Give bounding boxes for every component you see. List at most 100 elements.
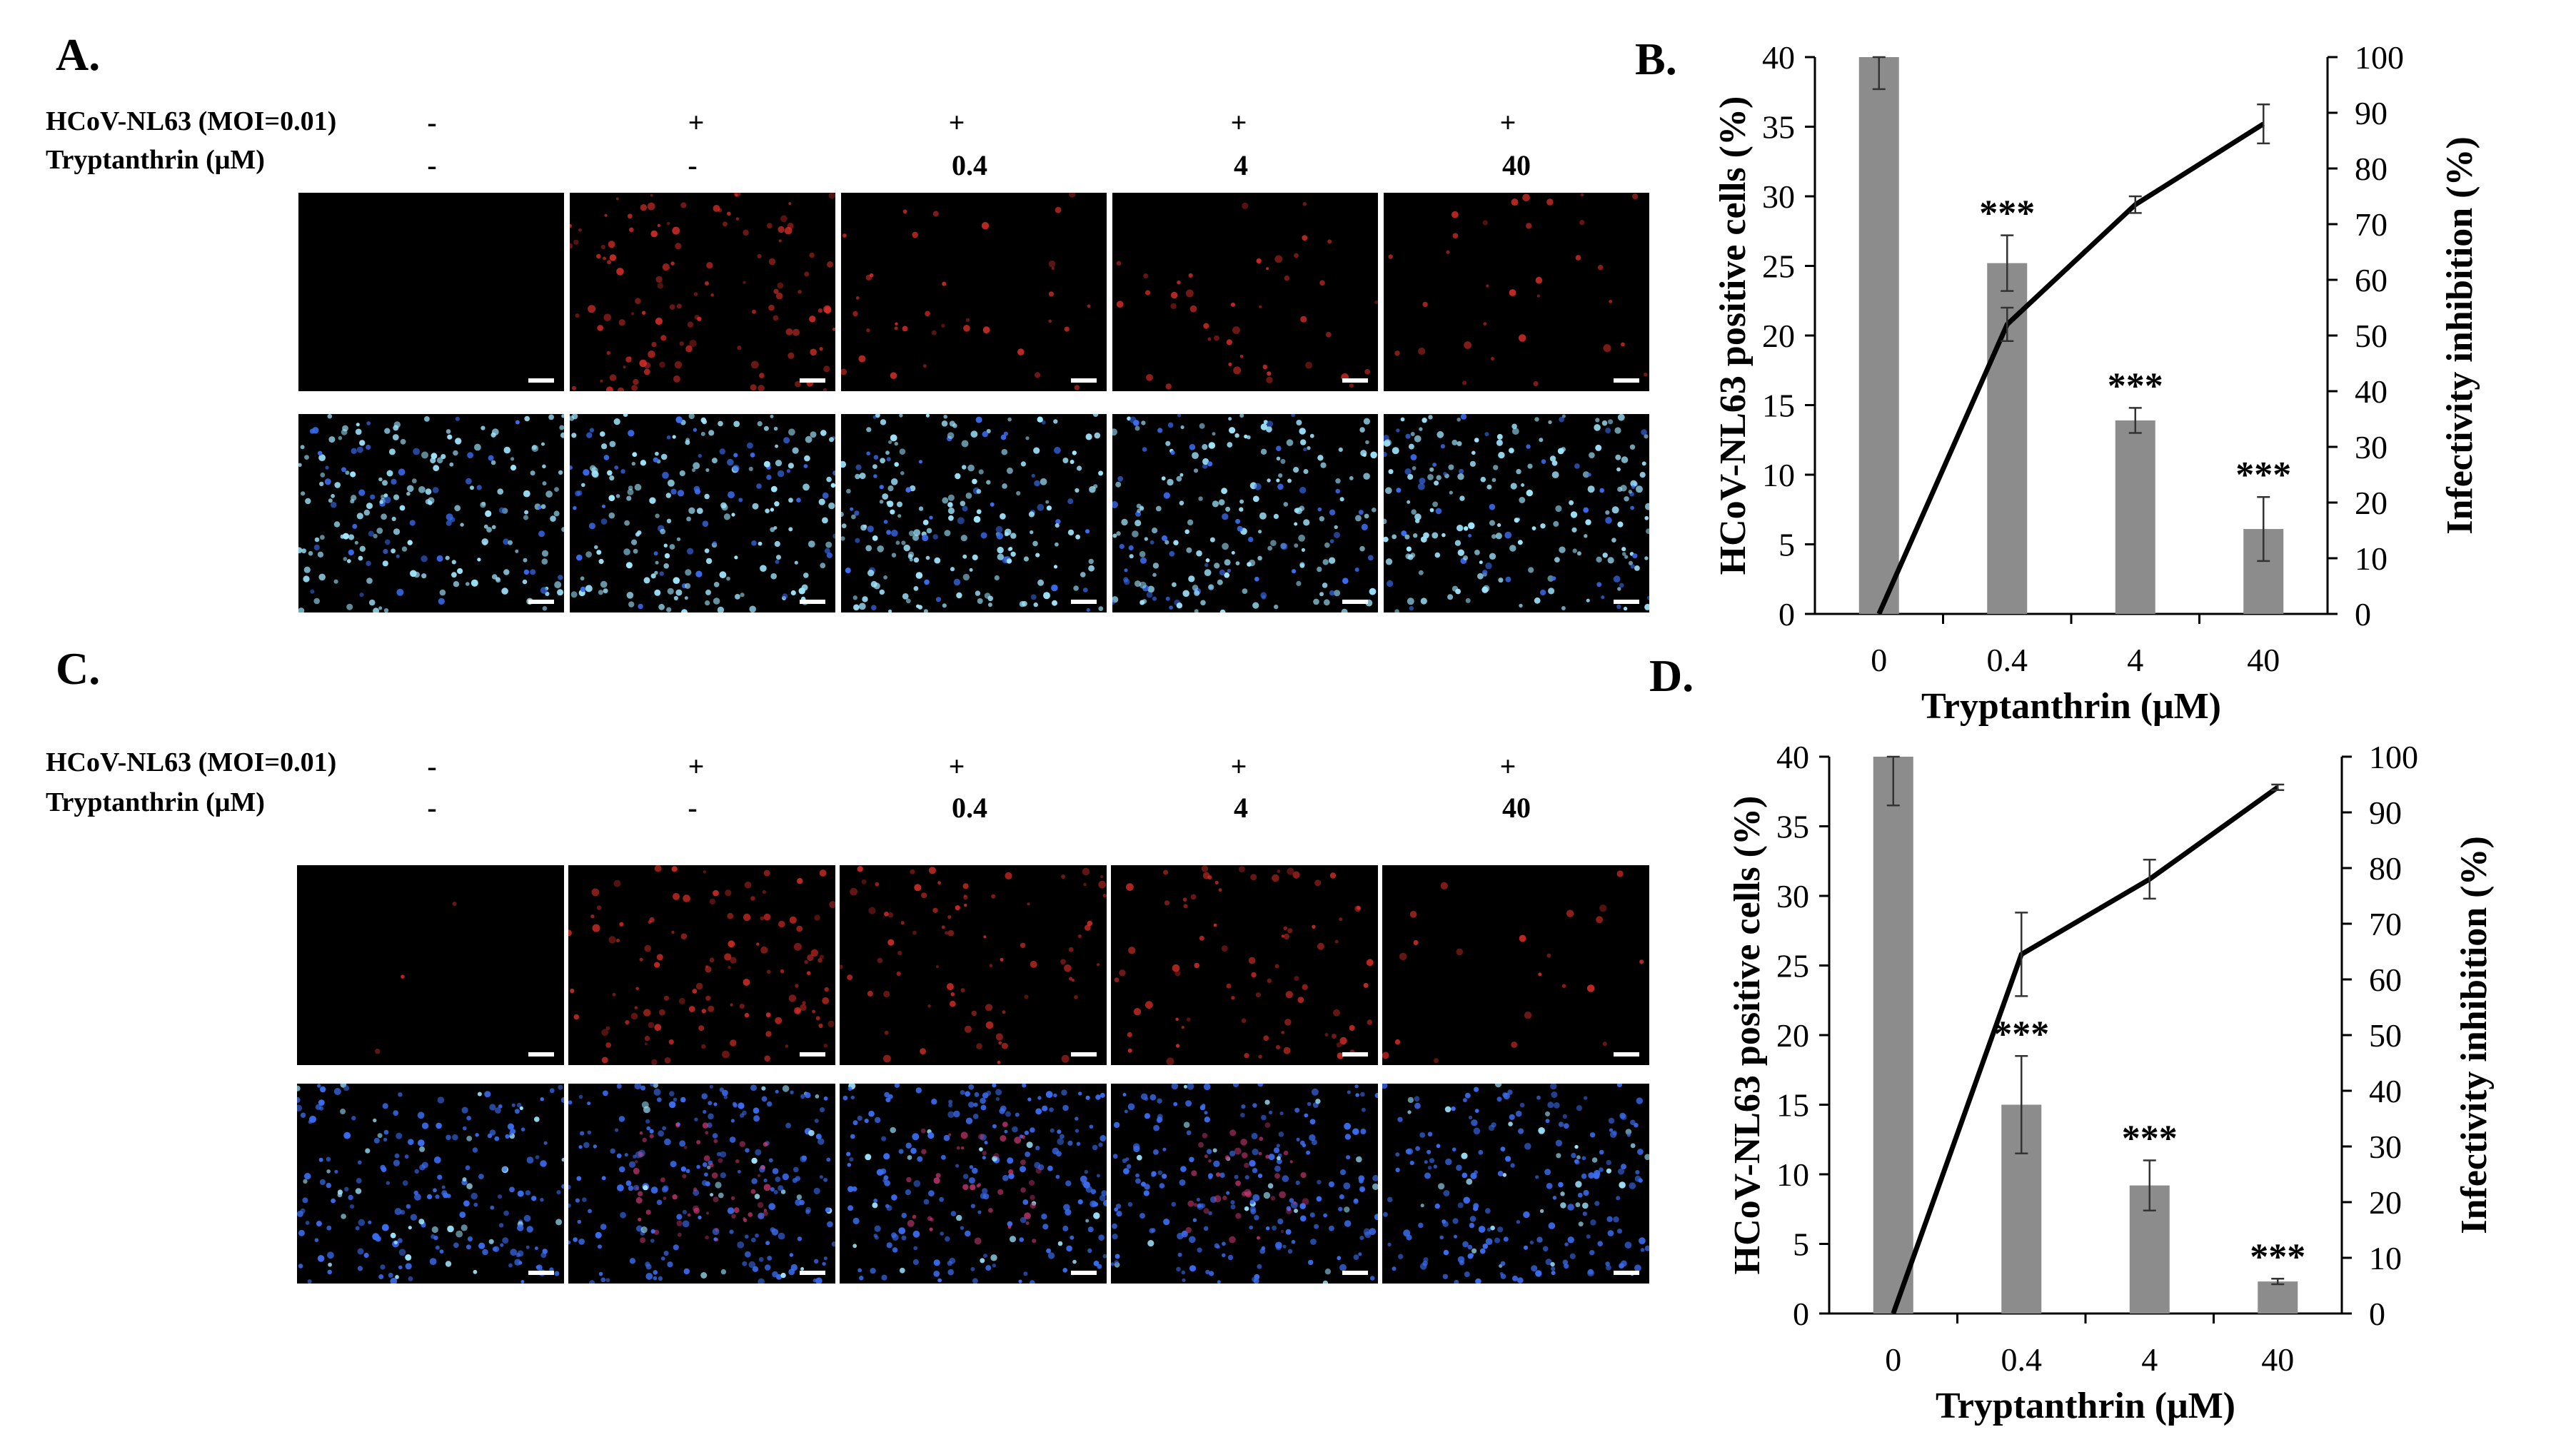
y-tick-label-right: 70 [2355,206,2388,243]
y-tick-label-right: 30 [2355,429,2388,465]
panel-label-b: B. [1635,34,1677,84]
y-tick-label-right: 10 [2355,540,2388,577]
scale-bar [1342,600,1368,604]
dose-marker-c-4: 4 [1234,792,1248,824]
significance-label: *** [2108,365,2163,406]
y-tick-label-left: 0 [1793,1296,1809,1332]
scale-bar [528,600,554,604]
dose-marker-a-1: - [427,149,437,181]
virus-row-label-c: HCoV-NL63 (MOI=0.01) [46,747,337,777]
scale-bar [800,1271,825,1275]
scale-bar [1342,1052,1368,1057]
micrograph-a-red-2 [570,193,835,391]
significance-label: *** [1979,193,2035,234]
micrograph-c-blue-3 [840,1084,1107,1284]
dose-marker-c-3: 0.4 [952,792,987,824]
scale-bar [1342,378,1368,383]
y-tick-label-right: 90 [2369,795,2402,831]
scale-bar [1071,600,1097,604]
significance-label: *** [1993,1014,2049,1054]
micrograph-c-blue-1 [297,1084,564,1284]
y-tick-label-left: 15 [1776,1087,1809,1124]
y-axis-title-right: Infectivity inhibition (%) [2440,136,2480,535]
micrograph-a-red-1 [298,193,564,391]
x-tick-label: 40 [2261,1341,2294,1378]
scale-bar [528,378,554,383]
micrograph-a-blue-1 [298,414,564,612]
x-axis-title: Tryptanthrin (μM) [1936,1386,2235,1426]
y-tick-label-left: 40 [1762,39,1795,76]
y-axis-title-left: HCoV-NL63 positive cells (%) [1727,796,1768,1275]
y-tick-label-left: 30 [1776,878,1809,914]
chart-d: 0 5 10 15 20 25 30 35 40 0 10 20 30 40 50 60 70 80 90 100 0 0… [1727,739,2495,1426]
dose-marker-c-2: - [688,792,698,824]
y-tick-label-right: 80 [2369,850,2402,887]
panel-label-a: A. [56,29,101,80]
y-tick-label-right: 0 [2369,1296,2385,1332]
micrograph-a-blue-3 [841,414,1107,612]
scale-bar [800,600,825,604]
micrograph-a-red-4 [1112,193,1378,391]
y-tick-label-left: 20 [1762,318,1795,354]
y-tick-label-right: 40 [2369,1073,2402,1109]
y-tick-label-left: 10 [1762,457,1795,493]
y-tick-label-left: 5 [1793,1226,1809,1263]
y-axis-title-left: HCoV-NL63 positive cells (%) [1713,96,1754,575]
y-tick-label-left: 30 [1762,178,1795,215]
y-tick-label-right: 0 [2355,596,2371,632]
scale-bar [528,1052,554,1057]
scale-bar [1071,1052,1097,1057]
x-tick-label: 4 [2141,1341,2158,1378]
virus-marker-a-2: + [688,106,705,138]
significance-label: *** [2250,1236,2305,1277]
scale-bar [1614,1271,1639,1275]
y-tick-label-left: 20 [1776,1017,1809,1054]
y-tick-label-right: 100 [2355,39,2404,76]
inhibition-line [1876,121,2265,615]
significance-label: *** [2235,455,2291,495]
virus-marker-c-2: + [688,750,705,782]
dose-marker-a-2: - [688,149,698,181]
virus-marker-a-3: + [948,106,965,138]
scale-bar [528,1271,554,1275]
x-tick-label: 0 [1885,1341,1901,1378]
y-tick-label-right: 20 [2369,1184,2402,1221]
y-tick-label-right: 50 [2355,318,2388,354]
y-tick-label-left: 25 [1776,948,1809,984]
y-tick-label-right: 90 [2355,95,2388,131]
micrograph-c-blue-4 [1111,1084,1378,1284]
scale-bar [1614,1052,1639,1057]
dose-marker-c-1: - [427,792,437,824]
virus-marker-c-1: - [427,750,437,782]
y-axis-title-right: Infectivity inhibition (%) [2454,836,2495,1234]
scale-bar [800,1052,825,1057]
micrograph-a-blue-4 [1112,414,1378,612]
x-tick-label: 0.4 [1987,642,2028,678]
y-tick-label-left: 0 [1778,596,1795,632]
scale-bar [800,378,825,383]
virus-row-label-a: HCoV-NL63 (MOI=0.01) [46,106,337,136]
y-tick-label-right: 20 [2355,485,2388,521]
y-tick-label-right: 80 [2355,151,2388,187]
inhibition-line [1891,785,2280,1315]
bar [2115,420,2155,614]
y-tick-label-right: 40 [2355,373,2388,410]
scale-bar [1614,378,1639,383]
y-tick-label-right: 70 [2369,906,2402,942]
scale-bar [1614,600,1639,604]
x-tick-label: 0.4 [2001,1341,2043,1378]
tryptanthrin-row-label-c: Tryptanthrin (μM) [46,787,265,817]
significance-label: *** [2122,1119,2178,1159]
panel-label-d: D. [1649,650,1694,701]
dose-marker-a-3: 0.4 [952,149,987,181]
micrograph-c-red-1 [297,865,564,1065]
scale-bar [1071,378,1097,383]
virus-marker-c-4: + [1230,750,1247,782]
virus-marker-a-1: - [427,106,437,138]
y-tick-label-right: 60 [2369,962,2402,998]
y-tick-label-right: 30 [2369,1129,2402,1165]
scale-bar [1342,1271,1368,1275]
y-tick-label-right: 100 [2369,739,2418,775]
y-tick-label-right: 60 [2355,262,2388,298]
virus-marker-c-5: + [1499,750,1516,782]
